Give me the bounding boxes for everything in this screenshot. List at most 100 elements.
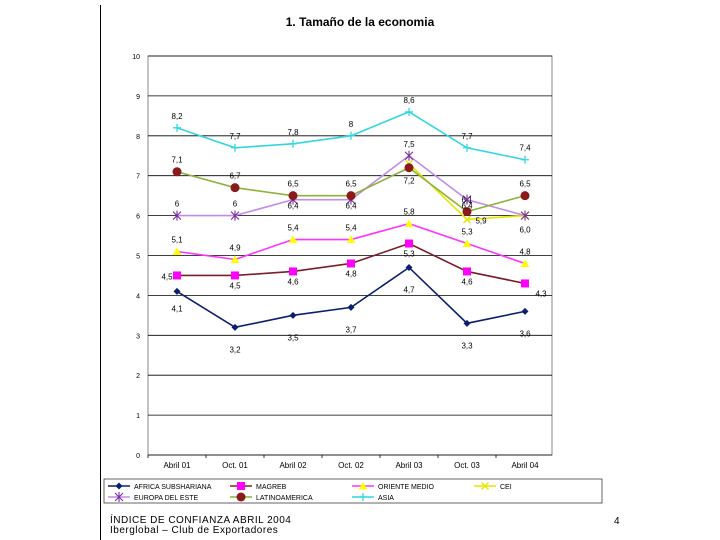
data-point [231, 323, 239, 331]
data-label: 4,9 [229, 243, 241, 252]
data-point [404, 219, 414, 228]
y-tick-label: 9 [136, 94, 140, 101]
data-point [405, 107, 413, 116]
line-chart: 1. Tamaño de la economia 0 1 2 3 4 5 6 7 8 9 10 Ab… [103, 15, 603, 504]
data-point [347, 303, 355, 311]
data-point [231, 271, 239, 280]
data-point [521, 307, 529, 315]
data-label: 6,5 [345, 180, 357, 189]
data-label: 4,8 [345, 269, 357, 278]
data-point [462, 239, 472, 248]
y-tick-label: 3 [136, 333, 140, 340]
y-tick-label: 8 [136, 134, 140, 141]
data-label: 6,5 [519, 180, 531, 189]
data-point [404, 150, 414, 161]
data-label: 7,8 [287, 128, 299, 137]
y-tick-label: 0 [136, 453, 140, 460]
data-label: 3,5 [287, 333, 299, 342]
chart-title: 1. Tamaño de la economia [286, 15, 435, 29]
x-tick-label: Abril 03 [395, 461, 423, 470]
y-tick-label: 4 [136, 293, 140, 300]
legend-box [103, 478, 603, 504]
left-divider-line [100, 5, 101, 540]
data-label: 3,6 [519, 329, 531, 338]
data-point [173, 123, 181, 132]
data-label: 4,6 [287, 277, 299, 286]
footer-report-title: ÍNDICE DE CONFIANZA ABRIL 2004 [110, 515, 292, 526]
page-number: 4 [614, 516, 620, 527]
data-label: 4,7 [403, 285, 415, 294]
data-point [172, 247, 182, 256]
data-label: 6 [233, 200, 238, 209]
legend-label: ORIENTE MEDIO [378, 484, 435, 491]
data-point [520, 210, 530, 221]
legend-marker [236, 492, 246, 502]
data-point [521, 279, 529, 288]
legend-label: ASIA [378, 495, 394, 502]
data-label: 5,4 [287, 224, 299, 233]
data-label: 7,7 [229, 132, 241, 141]
legend-label: MAGREB [256, 484, 287, 491]
data-label: 6,0 [519, 226, 531, 235]
data-point [404, 163, 414, 173]
data-point [230, 210, 240, 221]
data-point [405, 239, 413, 248]
legend-label: EUROPA DEL ESTE [134, 495, 199, 502]
y-tick-label: 2 [136, 373, 140, 380]
data-label: 4,5 [229, 281, 241, 290]
legend-marker [481, 482, 489, 490]
data-label: 4,5 [161, 272, 173, 281]
data-point [289, 139, 297, 148]
data-point [405, 263, 413, 271]
data-point [347, 259, 355, 268]
data-label: 4,1 [171, 304, 183, 313]
data-point [288, 191, 298, 201]
legend-marker [237, 482, 245, 490]
data-label: 6,4 [287, 202, 299, 211]
data-point [289, 267, 297, 276]
data-label: 4,3 [535, 289, 547, 298]
data-label: 4,6 [461, 277, 473, 286]
data-point [172, 167, 182, 177]
data-label: 8,2 [171, 112, 183, 121]
x-tick-label: Abril 01 [163, 461, 191, 470]
data-label: 8,6 [403, 96, 415, 105]
data-label: 6,1 [461, 196, 473, 205]
x-tick-label: Oct. 01 [222, 461, 248, 470]
data-label: 3,3 [461, 341, 473, 350]
legend-marker [359, 493, 367, 501]
y-tick-label: 6 [136, 214, 140, 221]
series-markers [172, 107, 530, 331]
data-label: 5,8 [403, 208, 415, 217]
data-point [172, 210, 182, 221]
footer: ÍNDICE DE CONFIANZA ABRIL 2004 Ibergloba… [110, 516, 291, 536]
x-tick-label: Oct. 02 [338, 461, 364, 470]
legend-marker [358, 482, 368, 490]
y-tick-label: 7 [136, 174, 140, 181]
x-tick-label: Abril 02 [279, 461, 307, 470]
data-labels: 4,1 3,2 3,5 3,7 4,7 3,3 3,6 4,5 4,5 4,6 4,8 5,3 4,6 4… [161, 96, 547, 354]
data-point [346, 191, 356, 201]
data-point [462, 194, 472, 205]
x-tick-label: Abril 04 [511, 461, 539, 470]
chart-legend: AFRICA SUBSHARIANA MAGREB ORIENTE MEDIO CEI… [103, 478, 603, 504]
data-point [521, 155, 529, 164]
data-label: 6,4 [345, 202, 357, 211]
data-point [463, 319, 471, 327]
data-label: 6,5 [287, 180, 299, 189]
y-tick-label: 1 [136, 413, 140, 420]
x-axis: Abril 01 Oct. 01 Abril 02 Oct. 02 Abril 03 Oc… [147, 455, 539, 470]
y-tick-label: 5 [136, 254, 140, 261]
data-point [346, 235, 356, 244]
data-point [463, 215, 471, 224]
data-point [230, 183, 240, 193]
data-label: 7,2 [403, 177, 415, 186]
data-label: 7,4 [519, 144, 531, 153]
legend-marker [115, 482, 123, 490]
legend-label: LATINOAMERICA [256, 495, 313, 502]
data-label: 8 [349, 120, 354, 129]
y-tick-label: 10 [132, 54, 140, 61]
data-label: 6 [175, 200, 180, 209]
data-point [173, 287, 181, 295]
legend-marker [114, 492, 124, 502]
